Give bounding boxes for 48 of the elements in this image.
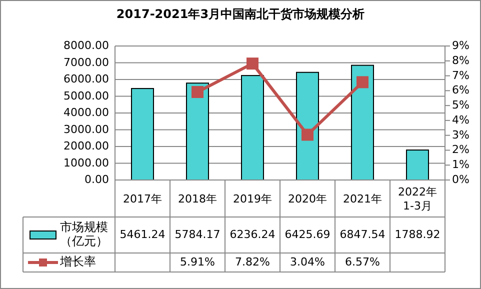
- y-tick-label: 6000.00: [64, 72, 109, 86]
- y2-tick-label: 1%: [452, 158, 470, 172]
- y-tick-label: 2000.00: [64, 140, 109, 153]
- point: [356, 76, 368, 88]
- data-label: 7.82%: [235, 256, 270, 269]
- y2-tick-label: 4%: [452, 113, 470, 126]
- data-label: 5461.24: [120, 228, 166, 242]
- legend-label: 市场规模（亿元）: [60, 220, 108, 248]
- y-tick-label: 7000.00: [64, 56, 109, 69]
- y-tick-label: 1000.00: [64, 156, 109, 170]
- point: [246, 58, 258, 70]
- data-label: 5784.17: [174, 228, 220, 242]
- y2-tick-label: 3%: [452, 128, 470, 142]
- data-label: 3.04%: [290, 256, 325, 269]
- y-tick-label: 4000.00: [64, 106, 109, 120]
- y-tick-label: 8000.00: [64, 39, 109, 52]
- bar: [351, 64, 374, 180]
- x-tick-label: 2019年: [233, 192, 272, 206]
- legend-label: 增长率: [59, 254, 96, 269]
- y2-tick-label: 2%: [452, 143, 470, 156]
- bar: [131, 88, 154, 180]
- bar: [406, 150, 429, 180]
- y2-tick-label: 5%: [452, 98, 470, 112]
- x-tick-label: 2017年: [123, 192, 162, 206]
- y2-tick-label: 6%: [452, 84, 470, 97]
- x-tick-label: 2020年: [288, 192, 327, 206]
- y-tick-label: 0.00: [84, 173, 109, 186]
- y-tick-label: 5000.00: [64, 89, 109, 102]
- y2-tick-label: 7%: [452, 68, 470, 82]
- y-tick-label: 3000.00: [64, 122, 109, 136]
- bar: [296, 72, 319, 180]
- y2-tick-label: 0%: [452, 173, 470, 186]
- bar: [241, 75, 264, 180]
- x-tick-label: 2022年 1-3月: [398, 186, 437, 213]
- data-label: 1788.92: [394, 228, 440, 242]
- x-tick-label: 2021年: [343, 192, 382, 206]
- y2-tick-label: 8%: [452, 54, 470, 67]
- data-label: 6847.54: [340, 228, 386, 242]
- x-tick-label: 2018年: [178, 192, 217, 206]
- y2-tick-label: 9%: [452, 39, 470, 52]
- chart-title: 2017-2021年3月中国南北干货市场规模分析: [116, 7, 365, 21]
- data-label: 6425.69: [284, 228, 330, 242]
- data-label: 5.91%: [180, 256, 215, 269]
- bar: [186, 82, 209, 180]
- point: [302, 128, 314, 141]
- data-label: 6.57%: [345, 256, 380, 269]
- data-label: 6236.24: [230, 228, 276, 242]
- point: [192, 86, 204, 98]
